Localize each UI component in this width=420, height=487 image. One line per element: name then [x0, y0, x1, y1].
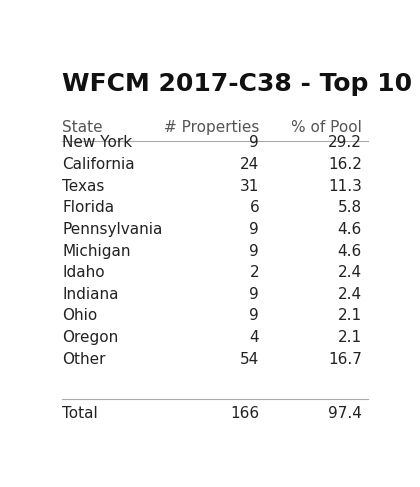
Text: 16.7: 16.7: [328, 352, 362, 367]
Text: 9: 9: [249, 244, 259, 259]
Text: 2.4: 2.4: [338, 287, 362, 302]
Text: 166: 166: [230, 407, 259, 421]
Text: 9: 9: [249, 222, 259, 237]
Text: 11.3: 11.3: [328, 179, 362, 194]
Text: Oregon: Oregon: [62, 330, 118, 345]
Text: Michigan: Michigan: [62, 244, 131, 259]
Text: 29.2: 29.2: [328, 135, 362, 150]
Text: 31: 31: [240, 179, 259, 194]
Text: Florida: Florida: [62, 200, 114, 215]
Text: 2.4: 2.4: [338, 265, 362, 280]
Text: 4.6: 4.6: [338, 244, 362, 259]
Text: 5.8: 5.8: [338, 200, 362, 215]
Text: 97.4: 97.4: [328, 407, 362, 421]
Text: % of Pool: % of Pool: [291, 120, 362, 135]
Text: Idaho: Idaho: [62, 265, 105, 280]
Text: Ohio: Ohio: [62, 308, 97, 323]
Text: California: California: [62, 157, 135, 172]
Text: Total: Total: [62, 407, 98, 421]
Text: 9: 9: [249, 287, 259, 302]
Text: 4.6: 4.6: [338, 222, 362, 237]
Text: 54: 54: [240, 352, 259, 367]
Text: 9: 9: [249, 135, 259, 150]
Text: WFCM 2017-C38 - Top 10 States: WFCM 2017-C38 - Top 10 States: [62, 72, 420, 95]
Text: 2.1: 2.1: [338, 308, 362, 323]
Text: Texas: Texas: [62, 179, 105, 194]
Text: 4: 4: [249, 330, 259, 345]
Text: 2: 2: [249, 265, 259, 280]
Text: 24: 24: [240, 157, 259, 172]
Text: Pennsylvania: Pennsylvania: [62, 222, 163, 237]
Text: 2.1: 2.1: [338, 330, 362, 345]
Text: Indiana: Indiana: [62, 287, 119, 302]
Text: 9: 9: [249, 308, 259, 323]
Text: State: State: [62, 120, 103, 135]
Text: # Properties: # Properties: [164, 120, 259, 135]
Text: Other: Other: [62, 352, 106, 367]
Text: 16.2: 16.2: [328, 157, 362, 172]
Text: New York: New York: [62, 135, 132, 150]
Text: 6: 6: [249, 200, 259, 215]
